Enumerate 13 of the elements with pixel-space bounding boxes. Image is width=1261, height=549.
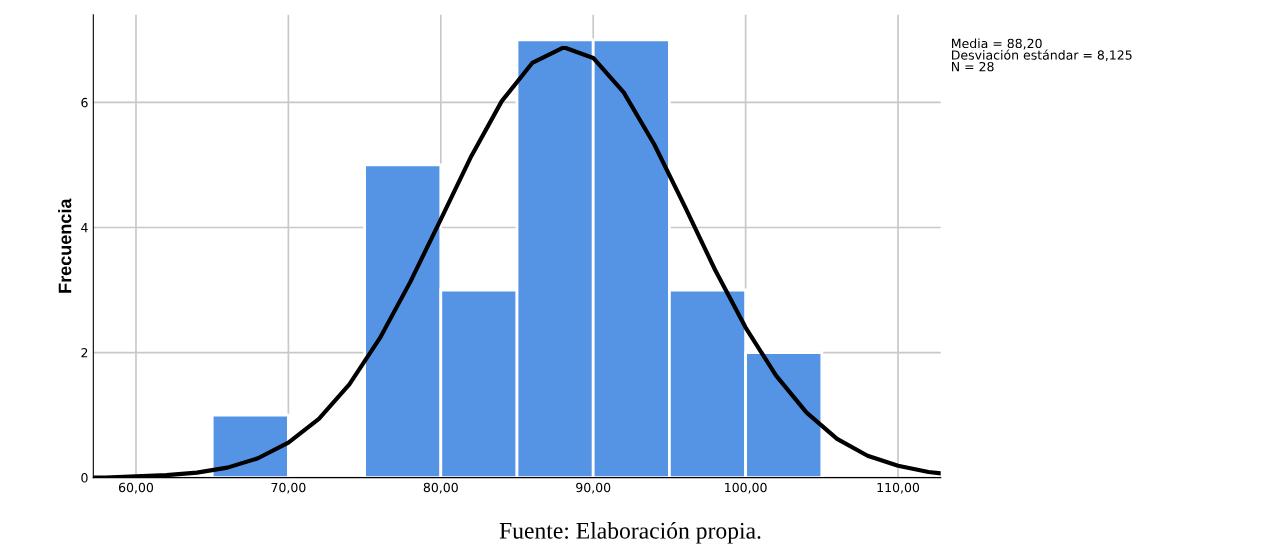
y-tick-label: 4 xyxy=(81,223,88,233)
y-tick-label: 2 xyxy=(81,348,88,358)
text: Media = 88,20 Desviación estándar = 8,125 N = 28 xyxy=(952,38,1132,72)
x-tick-label: 90,00 xyxy=(576,482,611,494)
y-tick-label: 6 xyxy=(81,97,88,108)
x-tick-label: 100,00 xyxy=(725,482,767,494)
source-note: Fuente: Elaboración propia. xyxy=(499,522,761,544)
y-tick-label: 0 xyxy=(81,473,88,483)
x-tick-label: 80,00 xyxy=(423,482,458,494)
y-axis-title: Frecuencia xyxy=(58,198,72,293)
x-tick-label: 110,00 xyxy=(877,482,920,494)
x-tick-label: 60,00 xyxy=(118,482,154,494)
x-tick-label: 70,00 xyxy=(271,482,306,494)
